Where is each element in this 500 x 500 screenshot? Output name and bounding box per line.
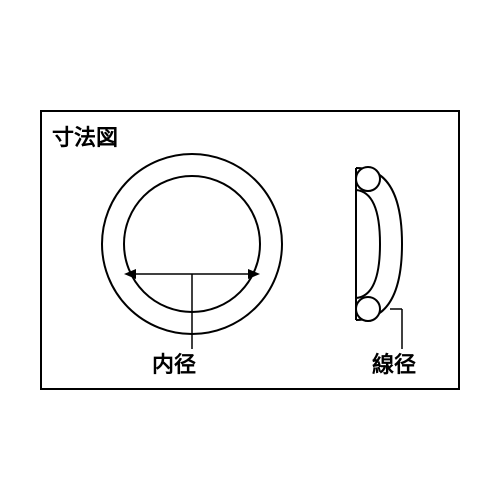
side-ring-svg (332, 144, 422, 354)
side-top-circle (356, 167, 380, 191)
side-inner-arc (356, 190, 380, 298)
oring-side-view (332, 144, 422, 359)
diagram-frame: 寸法図 (40, 110, 460, 390)
side-bottom-circle (356, 297, 380, 321)
inner-diameter-label: 内径 (152, 347, 196, 379)
front-ring-svg (92, 144, 292, 354)
oring-front-view (92, 144, 292, 359)
wire-diameter-label: 線径 (372, 347, 416, 379)
